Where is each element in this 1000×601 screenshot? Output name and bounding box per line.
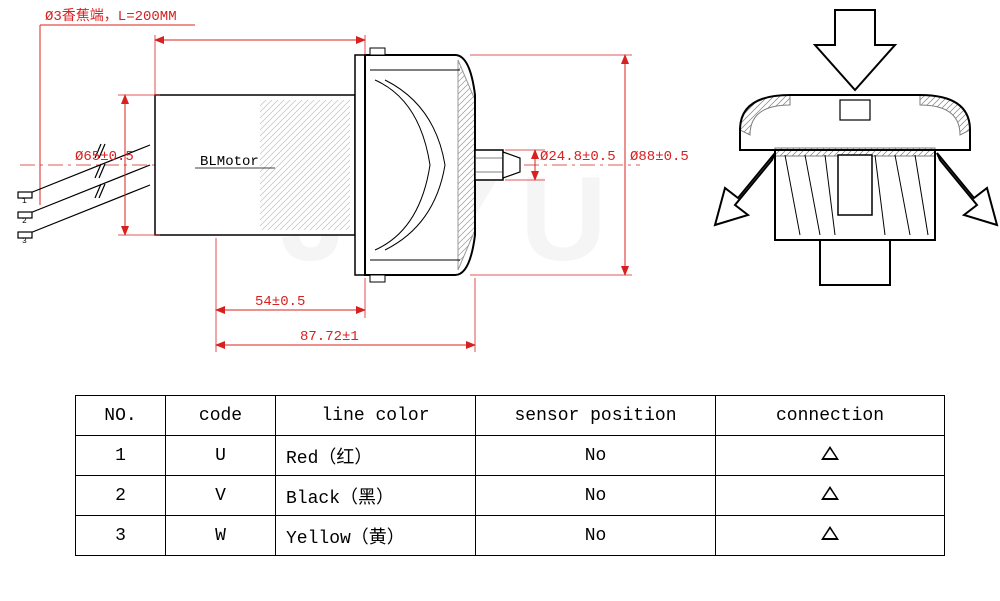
dim-w87: 87.72±1 [300, 329, 359, 345]
svg-text:3: 3 [22, 237, 27, 246]
th-color: line color [276, 396, 476, 436]
th-sensor: sensor position [476, 396, 716, 436]
cell-conn [716, 436, 945, 476]
delta-icon [821, 526, 839, 540]
cell-code: V [166, 476, 276, 516]
th-conn: connection [716, 396, 945, 436]
delta-icon [821, 446, 839, 460]
table-row: 2 V Black（黑） No [76, 476, 945, 516]
cell-sensor: No [476, 516, 716, 556]
th-no: NO. [76, 396, 166, 436]
cell-conn [716, 516, 945, 556]
cell-conn [716, 476, 945, 516]
cell-no: 1 [76, 436, 166, 476]
svg-text:1: 1 [22, 197, 27, 206]
table-row: 1 U Red（红） No [76, 436, 945, 476]
cell-color: Yellow（黄） [276, 516, 476, 556]
cell-sensor: No [476, 436, 716, 476]
dim-w54: 54±0.5 [255, 294, 305, 310]
dim-d24: Ø24.8±0.5 [540, 149, 616, 165]
svg-text:2: 2 [22, 217, 27, 226]
wiring-table: NO. code line color sensor position conn… [75, 395, 945, 556]
cell-no: 3 [76, 516, 166, 556]
table-row: 3 W Yellow（黄） No [76, 516, 945, 556]
drawing-svg: Ø3香蕉端，L=200MM 1 2 3 [0, 0, 1000, 390]
airflow-view [715, 10, 997, 285]
delta-icon [821, 486, 839, 500]
technical-drawing: Ø3香蕉端，L=200MM 1 2 3 [0, 0, 1000, 390]
cell-code: U [166, 436, 276, 476]
cell-no: 2 [76, 476, 166, 516]
dim-d65: Ø65±0.5 [75, 149, 134, 165]
dim-d88: Ø88±0.5 [630, 149, 689, 165]
cell-color: Black（黑） [276, 476, 476, 516]
table-header-row: NO. code line color sensor position conn… [76, 396, 945, 436]
note-text: Ø3香蕉端，L=200MM [45, 8, 177, 25]
cell-color: Red（红） [276, 436, 476, 476]
th-code: code [166, 396, 276, 436]
cell-sensor: No [476, 476, 716, 516]
cell-code: W [166, 516, 276, 556]
